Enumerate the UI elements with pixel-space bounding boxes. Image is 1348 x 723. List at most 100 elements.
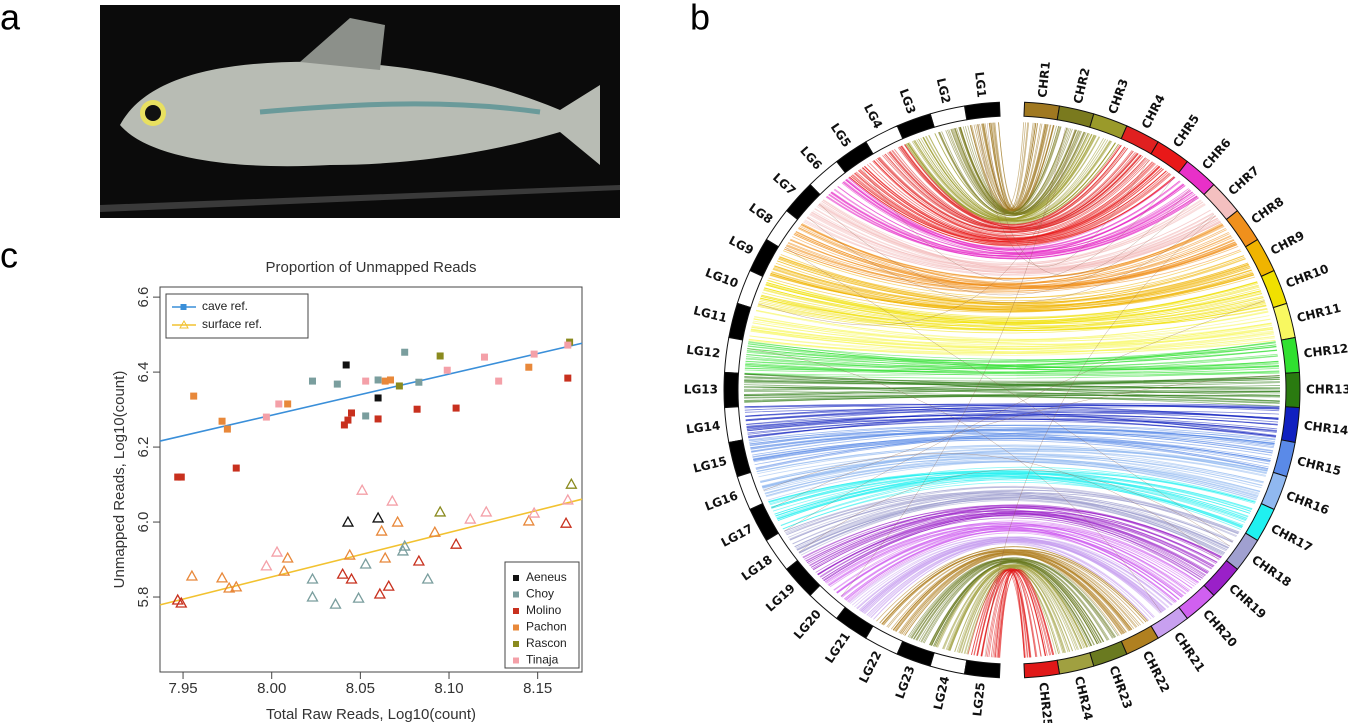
ribbon: [886, 550, 1132, 631]
ribbon: [744, 394, 1280, 399]
point: [374, 376, 382, 384]
linkage-group-label: LG23: [893, 664, 918, 701]
ribbon: [861, 167, 1175, 282]
ribbon: [750, 430, 1273, 454]
linkage-group-label: LG21: [822, 630, 853, 666]
ribbon: [770, 272, 1255, 313]
ribbon: [981, 569, 1026, 658]
ribbon: [747, 345, 1279, 368]
linkage-group-label: LG17: [719, 521, 756, 549]
point: [528, 506, 541, 518]
point: [343, 548, 356, 560]
x-axis-label: Total Raw Reads, Log10(count): [266, 706, 476, 723]
point: [415, 378, 423, 386]
ribbon: [789, 489, 1238, 541]
ribbon: [809, 510, 1208, 574]
point: [374, 394, 382, 402]
point: [341, 515, 355, 527]
point: [347, 409, 355, 417]
linkage-group-label: LG19: [763, 581, 798, 614]
ribbon: [750, 322, 1272, 348]
point: [215, 571, 229, 583]
point: [356, 483, 369, 495]
ribbon: [747, 420, 1277, 437]
ribbon: [796, 496, 1230, 550]
chromosome-label: CHR9: [1268, 228, 1307, 257]
ribbon: [840, 127, 1066, 597]
ribbon: [812, 512, 1206, 577]
legend-marker: [180, 304, 187, 310]
ring-segment: [1284, 371, 1301, 409]
ribbon: [748, 332, 1274, 355]
legend-marker: [513, 657, 519, 664]
ribbon: [782, 477, 1251, 530]
point: [561, 493, 574, 505]
chromosome-label: CHR7: [1225, 163, 1261, 198]
ribbon: [836, 524, 1195, 593]
ring-segment: [1056, 652, 1095, 675]
ribbon: [771, 264, 1250, 309]
chromosome-label: CHR13: [1306, 383, 1348, 397]
ring-segment: [835, 141, 874, 174]
point: [230, 580, 243, 592]
point: [525, 363, 533, 371]
point: [306, 590, 319, 602]
ribbon: [779, 250, 1242, 299]
ribbon: [770, 470, 1252, 512]
chromosome-label: CHR21: [1171, 630, 1208, 675]
ribbon: [759, 297, 1264, 330]
ribbon: [945, 564, 1085, 650]
linkage-group-label: LG14: [685, 418, 721, 436]
ribbon: [762, 449, 1268, 489]
ribbon: [744, 377, 1280, 384]
ribbon: [762, 457, 1259, 495]
ribbon: [830, 183, 1184, 255]
legend-marker: [179, 319, 189, 329]
ribbon: [761, 285, 1260, 324]
x-tick-label: 8.00: [257, 680, 286, 697]
ring-segment: [785, 183, 821, 221]
point: [564, 374, 572, 382]
point: [232, 464, 240, 472]
point: [434, 505, 447, 517]
ring-segment: [1056, 105, 1095, 128]
ribbon: [904, 143, 1119, 225]
ribbon: [827, 525, 1180, 601]
ribbon: [786, 491, 1231, 547]
ribbon: [864, 164, 1158, 239]
linkage-group-label: LG13: [684, 383, 718, 397]
chromosome-label: CHR22: [1140, 649, 1173, 695]
chromosome-label: CHR2: [1071, 66, 1093, 105]
point: [284, 400, 292, 408]
ribbon: [774, 469, 1256, 515]
ribbon: [993, 569, 1038, 658]
ribbon: [748, 430, 1269, 470]
point: [480, 505, 493, 517]
ribbon: [744, 370, 1280, 379]
ribbon: [860, 536, 1173, 612]
ribbon: [747, 348, 1162, 613]
ribbon: [984, 215, 1216, 657]
point: [281, 551, 294, 563]
ribbon: [833, 189, 1196, 257]
fish-photo: [100, 5, 620, 218]
ribbon: [951, 128, 1081, 215]
ribbon: [747, 418, 1277, 434]
ribbon: [782, 250, 1244, 298]
linkage-group-label: LG25: [970, 682, 987, 717]
ribbon: [933, 561, 1099, 647]
ring-segment: [809, 584, 846, 620]
legend-label: Tinaja: [526, 653, 559, 667]
linkage-group-label: LG7: [770, 170, 799, 198]
point: [373, 587, 386, 599]
linkage-group-label: LG6: [797, 144, 825, 173]
ring-segment: [1280, 406, 1300, 444]
ring-segment: [728, 439, 752, 478]
point: [223, 581, 236, 593]
point: [443, 366, 451, 374]
ribbon: [797, 228, 1241, 290]
ribbon: [774, 265, 1251, 308]
chromosome-label: CHR14: [1303, 418, 1348, 437]
ribbon: [775, 472, 1253, 517]
point: [387, 376, 395, 384]
